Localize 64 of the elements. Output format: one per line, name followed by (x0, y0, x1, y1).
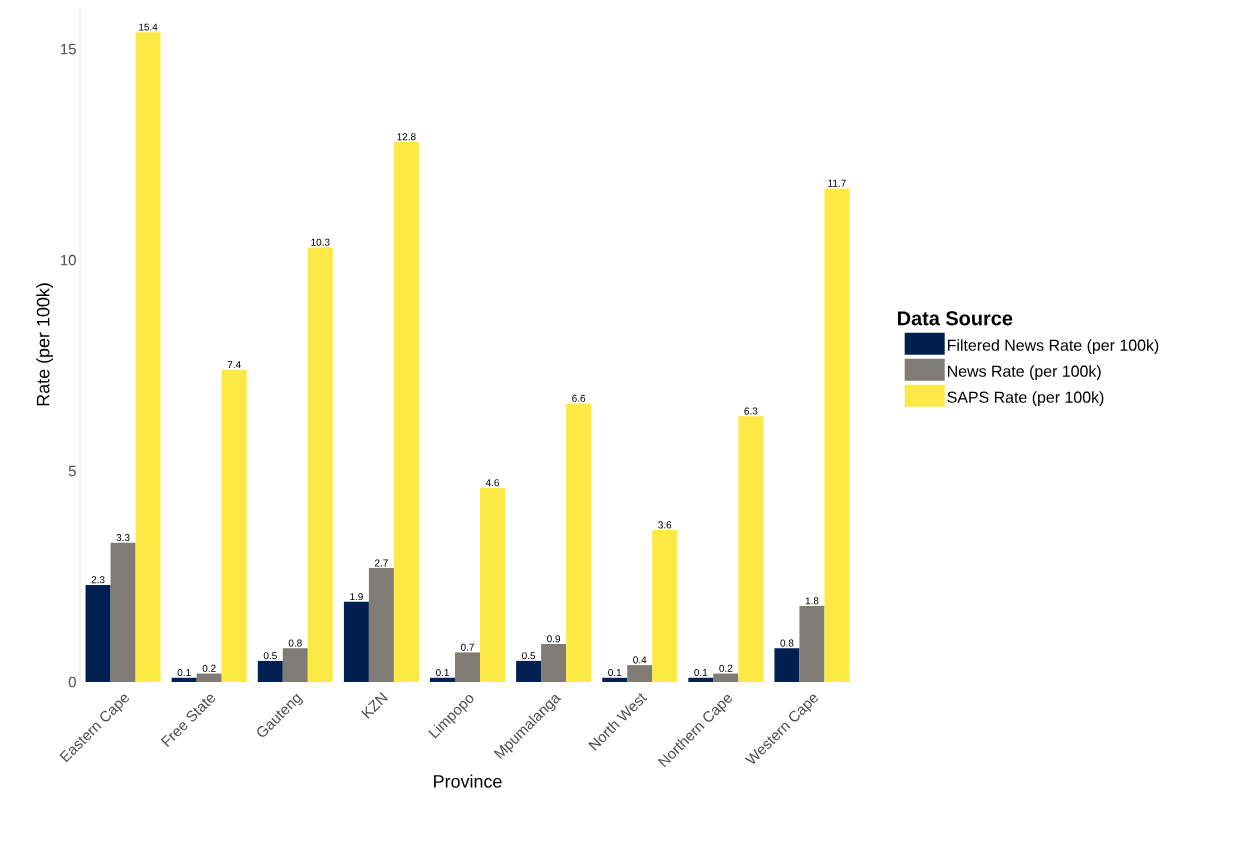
legend-label: Filtered News Rate (per 100k) (948, 339, 1159, 355)
legend-label: News Rate (per 100k) (948, 365, 1101, 381)
bar (627, 665, 653, 682)
data-label: 2.3 (91, 576, 105, 584)
bar (824, 188, 850, 682)
bar (541, 644, 567, 682)
data-label: 2.7 (374, 559, 388, 567)
data-label: 10.3 (311, 238, 330, 246)
bar (480, 487, 506, 682)
data-label: 0.1 (435, 669, 449, 677)
y-tick-label: 10 (61, 254, 76, 266)
bar (257, 660, 283, 682)
bar (774, 648, 800, 682)
data-label: 0.9 (547, 635, 561, 643)
y-tick-label: 0 (68, 676, 76, 688)
data-label: 6.3 (744, 407, 758, 415)
legend-label: SAPS Rate (per 100k) (947, 391, 1104, 407)
bar (430, 677, 456, 682)
y-axis-title: Rate (per 100k) (36, 283, 54, 406)
bar (343, 601, 369, 682)
data-label: 3.6 (658, 521, 672, 529)
data-label: 0.2 (202, 664, 216, 672)
data-label: 0.4 (633, 656, 647, 664)
bar (196, 673, 222, 682)
data-label: 3.3 (116, 534, 130, 542)
bar (85, 584, 111, 682)
bar (688, 677, 714, 682)
data-label: 6.6 (572, 394, 586, 402)
data-label: 1.8 (805, 597, 819, 605)
bar (713, 673, 739, 682)
y-tick-label: 5 (68, 465, 76, 477)
bar (135, 32, 161, 682)
data-label: 0.5 (263, 652, 277, 660)
bar (282, 648, 308, 682)
data-label: 12.8 (397, 133, 416, 141)
y-tick-label: 15 (61, 43, 76, 55)
bar (799, 606, 825, 682)
data-label: 0.2 (719, 664, 733, 672)
bar (738, 416, 764, 682)
bar (393, 141, 419, 682)
data-label: 0.8 (780, 639, 794, 647)
bar (602, 677, 628, 682)
bar (307, 247, 333, 682)
data-label: 0.1 (608, 669, 622, 677)
bar (455, 652, 481, 682)
data-label: 0.8 (288, 639, 302, 647)
data-label: 0.7 (460, 643, 474, 651)
bar (368, 568, 394, 682)
data-label: 4.6 (485, 479, 499, 487)
data-label: 0.1 (177, 669, 191, 677)
bar (171, 677, 197, 682)
legend-title: Data Source (898, 311, 1013, 326)
x-axis-title: Province (434, 774, 502, 788)
data-label: 0.1 (694, 669, 708, 677)
data-label: 1.9 (350, 593, 363, 601)
data-label: 11.7 (828, 179, 846, 187)
bar (566, 403, 592, 682)
data-label: 15.4 (139, 23, 158, 31)
data-label: 0.5 (522, 652, 536, 660)
bar (516, 660, 542, 682)
data-label: 7.4 (227, 361, 241, 369)
bar (110, 542, 136, 682)
bar (652, 530, 678, 682)
bar (221, 369, 247, 682)
